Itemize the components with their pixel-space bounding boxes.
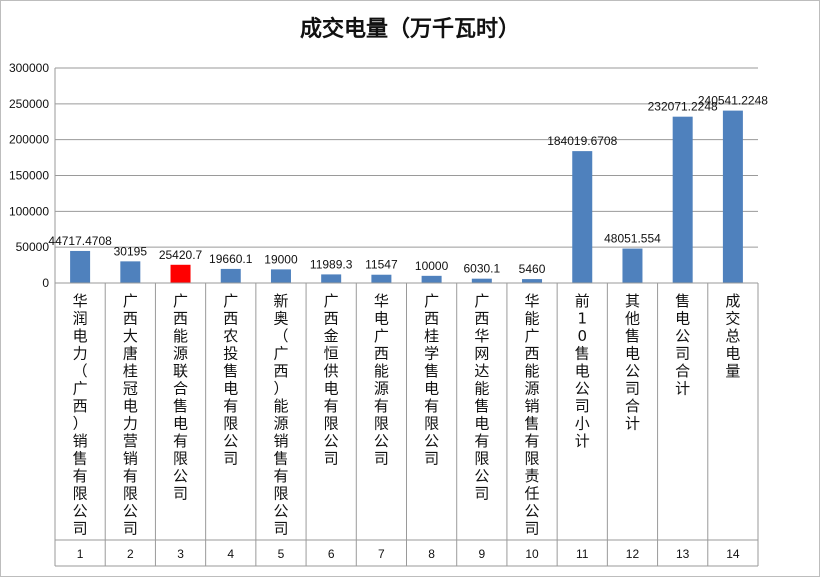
y-tick-label: 200000 — [9, 133, 49, 147]
category-label: 广西农投售电有限公司 — [223, 292, 238, 468]
bar — [170, 264, 191, 283]
data-label: 11547 — [365, 258, 398, 272]
y-tick-label: 250000 — [9, 97, 49, 111]
data-label: 232071.2248 — [648, 100, 718, 114]
bar — [672, 116, 693, 284]
category-label: 广西大唐桂冠电力营销有限公司 — [123, 292, 138, 538]
bar — [421, 275, 442, 283]
y-tick-label: 50000 — [16, 240, 50, 254]
category-index: 5 — [278, 547, 285, 561]
bar — [321, 274, 342, 283]
y-tick-label: 100000 — [9, 204, 49, 218]
data-label: 44717.4708 — [48, 234, 112, 248]
chart-title: 成交电量（万千瓦时） — [300, 16, 520, 42]
bar — [572, 151, 593, 283]
category-label: 广西金恒供电有限公司 — [324, 292, 339, 468]
category-index: 3 — [177, 547, 184, 561]
category-label: 广西华网达能售电有限公司 — [474, 292, 489, 503]
y-axis-ticks: 0 50000 100000 150000 200000 250000 300000 — [9, 61, 49, 290]
y-tick-label: 300000 — [9, 61, 49, 75]
data-label: 30195 — [114, 244, 148, 258]
bar — [722, 110, 743, 283]
data-label: 240541.2248 — [698, 94, 768, 108]
data-label: 11989.3 — [310, 257, 353, 271]
data-label: 25420.7 — [159, 248, 203, 262]
data-label: 19660.1 — [209, 252, 253, 266]
bar — [220, 268, 241, 283]
data-label: 5460 — [519, 262, 546, 276]
bar — [270, 269, 291, 283]
category-index: 12 — [626, 547, 640, 561]
category-label: 华能广西能源销售有限责任公司 — [525, 292, 540, 538]
category-label: 新奥（广西）能源销售有限公司 — [273, 292, 288, 538]
category-index: 9 — [478, 547, 485, 561]
category-index: 14 — [726, 547, 740, 561]
category-index: 8 — [428, 547, 435, 561]
category-index: 1 — [77, 547, 84, 561]
data-label: 6030.1 — [463, 262, 500, 276]
category-index: 11 — [576, 547, 589, 561]
bar — [471, 278, 492, 283]
category-index: 6 — [328, 547, 335, 561]
category-index: 13 — [676, 547, 690, 561]
category-label: 售电公司合计 — [675, 292, 690, 398]
data-label: 184019.6708 — [547, 134, 617, 148]
bar — [522, 279, 543, 283]
category-label: 广西桂学售电有限公司 — [424, 292, 439, 468]
category-label: 其他售电公司合计 — [625, 292, 640, 433]
category-label: 广西能源联合售电有限公司 — [173, 292, 188, 503]
category-label: 华电广西能源有限公司 — [374, 292, 389, 468]
data-label: 10000 — [415, 259, 449, 273]
category-table: 华润电力（广西）销售有限公司 1 广西大唐桂冠电力营销有限公司 2 广西能源联合售电有限… — [54, 282, 759, 567]
bar — [371, 274, 392, 283]
bar — [120, 261, 141, 283]
y-tick-label: 150000 — [9, 169, 49, 183]
category-label: 华润电力（广西）销售有限公司 — [73, 292, 88, 538]
category-index: 10 — [525, 547, 539, 561]
category-index: 7 — [378, 547, 385, 561]
bar — [70, 250, 91, 283]
category-index: 4 — [227, 547, 234, 561]
data-label: 19000 — [264, 252, 298, 266]
category-label: 成交总电量 — [725, 292, 740, 380]
data-label: 48051.554 — [604, 232, 661, 246]
bar — [622, 248, 643, 283]
category-index: 2 — [127, 547, 134, 561]
y-tick-label: 0 — [42, 276, 49, 290]
category-label: 前 1 0 售电公司小计 — [575, 292, 590, 450]
bars — [70, 110, 743, 284]
